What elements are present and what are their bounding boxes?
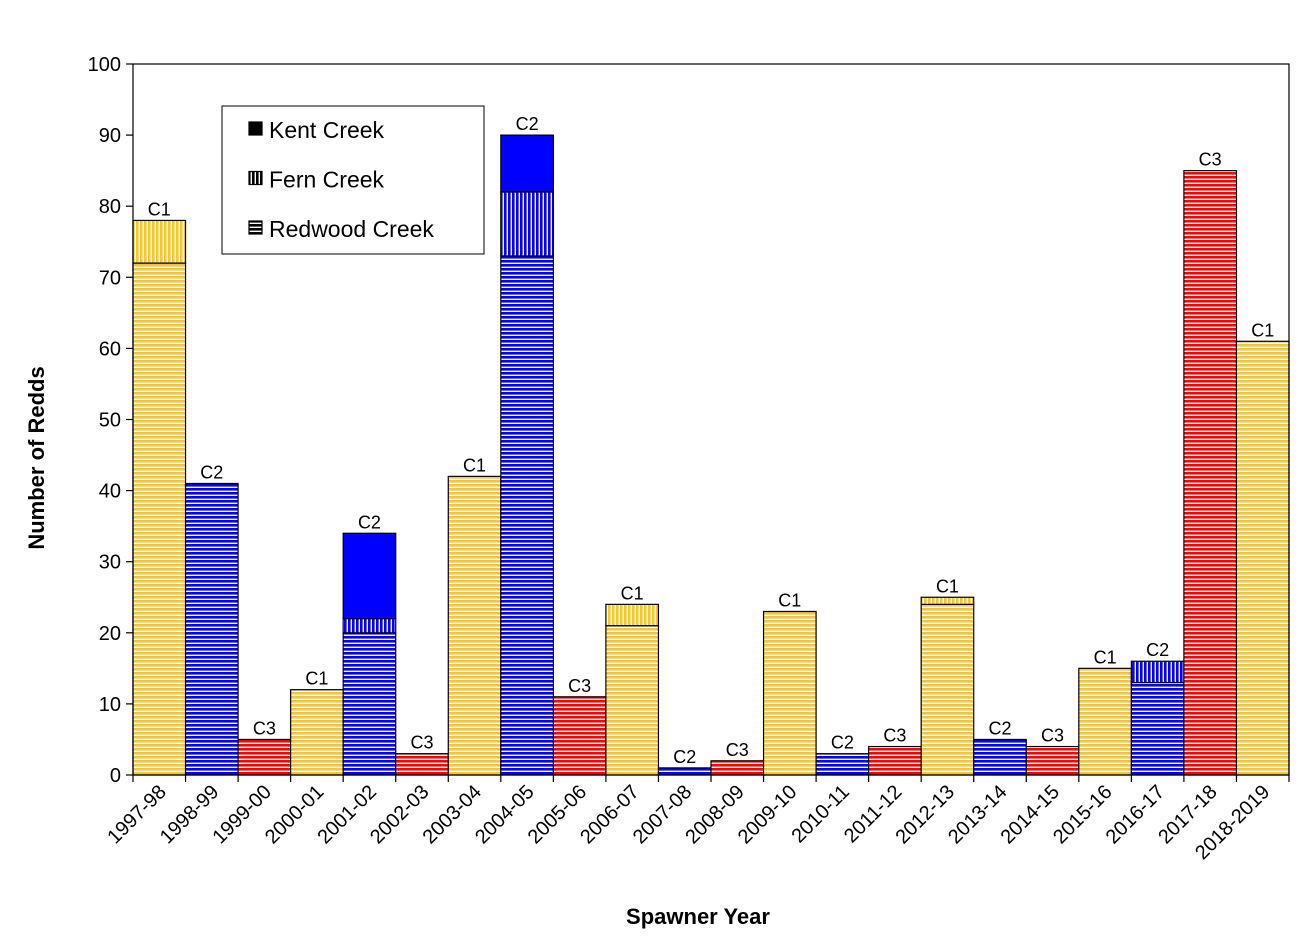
bar-segment-redwood-creek	[342, 632, 397, 776]
group-label: C3	[883, 726, 906, 746]
legend-label: Redwood Creek	[269, 216, 434, 242]
bar-segment-redwood-creek	[290, 689, 344, 776]
bar-segment-fern-creek	[342, 617, 397, 634]
group-label: C2	[1146, 640, 1169, 660]
legend: Kent Creek Fern Creek Redwood Creek	[221, 105, 485, 255]
bar-segment-redwood-creek	[762, 610, 817, 776]
bar-segment-redwood-creek	[1235, 340, 1290, 776]
group-label: C3	[1199, 150, 1222, 170]
y-tick-label: 20	[99, 623, 121, 645]
group-label: C3	[253, 718, 276, 738]
bar-segment-redwood-creek	[1183, 170, 1238, 776]
legend-swatch	[248, 121, 263, 136]
bar-segment-redwood-creek	[605, 625, 660, 776]
bar-segment-fern-creek	[500, 191, 554, 257]
bar-segment-redwood-creek	[815, 753, 870, 776]
y-axis: 0 10 20 30 40 50 60 70 80 90 100	[88, 54, 133, 787]
bar-segment-redwood-creek	[657, 767, 712, 776]
group-label: C2	[988, 718, 1011, 738]
group-label: C1	[1251, 320, 1274, 340]
y-axis-title: Number of Redds	[24, 366, 49, 549]
x-tick-label: 2009-10	[734, 781, 801, 848]
group-label: C3	[568, 676, 591, 696]
legend-label: Fern Creek	[269, 167, 385, 193]
y-tick-label: 90	[99, 125, 121, 147]
legend-swatch	[248, 220, 263, 235]
bar-segment-fern-creek	[1130, 660, 1185, 684]
x-tick-label: 2010-11	[787, 781, 853, 847]
legend-swatch	[248, 170, 263, 186]
x-axis: 1997-981998-991999-002000-012001-022002-…	[103, 775, 1290, 864]
bar-segment-redwood-creek	[237, 738, 292, 776]
y-tick-label: 100	[88, 54, 121, 76]
bar-segment-kent-creek	[342, 532, 397, 620]
group-label: C1	[936, 576, 959, 596]
group-label: C3	[410, 733, 433, 753]
bar-segment-redwood-creek	[1025, 745, 1080, 776]
bar-segment-redwood-creek	[973, 738, 1027, 776]
bar-segment-fern-creek	[920, 596, 975, 605]
bar-segment-redwood-creek	[395, 753, 449, 776]
y-tick-label: 70	[99, 267, 121, 289]
legend-label: Kent Creek	[269, 117, 385, 143]
group-label: C1	[148, 199, 171, 219]
y-tick-label: 40	[99, 481, 121, 503]
bars	[132, 134, 1290, 776]
bar-segment-redwood-creek	[1078, 667, 1132, 776]
bar-segment-redwood-creek	[132, 262, 187, 776]
group-label: C2	[831, 733, 854, 753]
bar-segment-redwood-creek	[920, 603, 975, 776]
legend-box	[221, 105, 485, 255]
group-label: C1	[305, 669, 328, 689]
y-tick-label: 50	[99, 410, 121, 432]
y-tick-label: 30	[99, 552, 121, 574]
bar-segment-redwood-creek	[500, 255, 554, 776]
bar-segment-redwood-creek	[184, 482, 239, 776]
group-label: C2	[516, 114, 539, 134]
y-tick-label: 80	[99, 196, 121, 218]
bar-segment-fern-creek	[132, 219, 187, 264]
group-label: C1	[1094, 647, 1117, 667]
y-tick-label: 10	[99, 694, 121, 716]
x-axis-title: Spawner Year	[626, 904, 770, 929]
group-label: C3	[726, 740, 749, 760]
group-label: C3	[1041, 726, 1064, 746]
bar-segment-kent-creek	[500, 134, 554, 193]
y-tick-label: 0	[110, 765, 121, 787]
group-labels: C1 C2 C3 C1 C2 C3 C1 C2 C3 C1 C2 C3 C1 C2 C3 C1 C2 C3 C1 C2…	[148, 114, 1274, 767]
bar-segment-redwood-creek	[868, 745, 922, 776]
bar-segment-redwood-creek	[447, 475, 502, 776]
group-label: C2	[358, 512, 381, 532]
bar-segment-redwood-creek	[552, 696, 607, 776]
y-tick-label: 60	[99, 338, 121, 360]
bar-segment-fern-creek	[605, 603, 660, 627]
group-label: C1	[621, 583, 644, 603]
bar-segment-redwood-creek	[1130, 681, 1185, 776]
group-label: C1	[463, 455, 486, 475]
bar-segment-redwood-creek	[710, 760, 765, 776]
group-label: C1	[778, 590, 801, 610]
group-label: C2	[673, 747, 696, 767]
group-label: C2	[200, 462, 223, 482]
